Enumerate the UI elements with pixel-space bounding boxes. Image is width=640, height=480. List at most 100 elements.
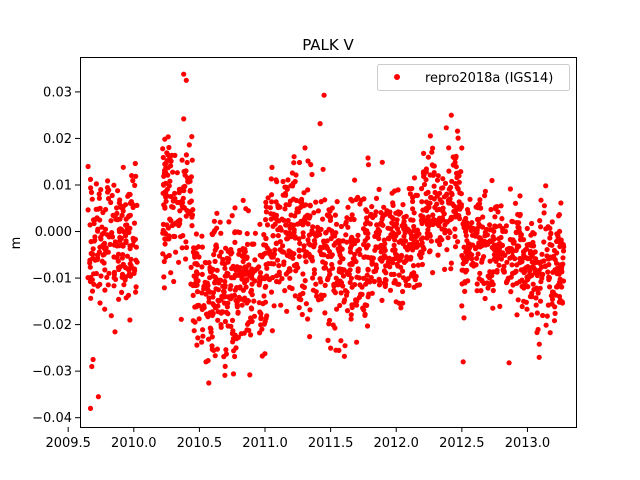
data-point xyxy=(343,219,349,225)
data-point xyxy=(171,233,177,239)
data-point xyxy=(449,191,455,197)
data-point xyxy=(373,268,379,274)
data-point xyxy=(493,224,499,230)
data-point xyxy=(100,209,106,216)
data-point xyxy=(258,315,264,321)
data-point xyxy=(321,240,327,246)
data-point xyxy=(181,116,187,122)
data-point xyxy=(286,248,292,254)
data-point xyxy=(119,271,126,277)
data-point xyxy=(474,288,480,294)
data-point xyxy=(321,292,327,298)
data-point xyxy=(123,265,129,271)
data-point xyxy=(190,207,196,213)
data-point xyxy=(352,177,358,183)
data-point xyxy=(514,262,520,268)
data-point xyxy=(257,252,263,258)
data-point xyxy=(192,254,198,260)
data-point xyxy=(365,242,371,248)
data-point xyxy=(538,197,544,203)
data-point xyxy=(88,185,94,191)
data-point xyxy=(212,353,218,359)
data-point xyxy=(336,238,342,244)
data-point xyxy=(228,246,234,253)
data-point xyxy=(170,198,176,204)
data-point xyxy=(492,214,498,220)
data-point xyxy=(541,239,547,245)
data-point xyxy=(499,216,505,222)
data-point xyxy=(100,252,106,258)
data-point xyxy=(348,312,354,318)
data-point xyxy=(233,297,239,303)
data-point xyxy=(270,254,276,260)
data-point xyxy=(544,247,550,253)
data-point xyxy=(400,202,406,208)
data-point xyxy=(510,237,516,243)
data-point xyxy=(112,329,118,335)
data-point xyxy=(535,290,541,296)
data-point xyxy=(296,221,302,227)
data-point xyxy=(521,270,527,276)
data-point xyxy=(265,195,271,201)
data-point xyxy=(263,204,269,210)
data-point xyxy=(172,190,178,196)
data-point xyxy=(262,299,269,305)
data-point xyxy=(528,232,534,238)
data-point xyxy=(399,223,405,229)
data-point xyxy=(462,288,468,294)
data-point xyxy=(348,216,354,222)
data-point xyxy=(90,356,96,363)
data-point xyxy=(545,302,552,308)
data-point xyxy=(556,212,563,218)
data-point xyxy=(460,261,466,267)
data-point xyxy=(91,281,97,287)
data-point xyxy=(525,284,531,290)
data-point xyxy=(278,302,284,308)
y-tick-label: −0.04 xyxy=(32,411,72,426)
data-point xyxy=(476,235,482,241)
data-point xyxy=(117,216,123,222)
data-point xyxy=(528,312,535,318)
data-point xyxy=(536,341,542,347)
data-point xyxy=(263,217,269,223)
data-point xyxy=(223,347,229,353)
data-point xyxy=(364,215,370,221)
data-point xyxy=(387,287,394,293)
data-point xyxy=(167,178,173,184)
data-point xyxy=(240,197,246,203)
data-point xyxy=(440,176,446,182)
data-point xyxy=(496,245,503,251)
data-point xyxy=(305,237,311,243)
data-point xyxy=(423,166,429,172)
data-point xyxy=(310,275,316,281)
data-point xyxy=(427,133,433,139)
data-point xyxy=(358,291,364,297)
data-point xyxy=(118,235,124,241)
data-point xyxy=(380,245,386,251)
data-point xyxy=(459,303,465,309)
data-point xyxy=(368,275,374,281)
data-point xyxy=(489,279,495,285)
data-point xyxy=(88,295,94,301)
data-point xyxy=(199,244,205,250)
data-point xyxy=(542,263,549,269)
data-point xyxy=(114,255,120,261)
data-point xyxy=(205,283,211,289)
data-point xyxy=(376,228,383,234)
data-point xyxy=(423,191,429,197)
data-point xyxy=(354,339,360,345)
x-tick-label: 2009.5 xyxy=(45,436,91,451)
data-point xyxy=(190,292,196,298)
data-point xyxy=(166,252,172,259)
data-point xyxy=(544,253,550,259)
data-point xyxy=(211,218,217,224)
data-point xyxy=(168,270,174,276)
data-point xyxy=(276,263,282,269)
x-tick-label: 2011.5 xyxy=(308,436,354,451)
data-point xyxy=(305,158,311,164)
data-point xyxy=(207,325,213,331)
data-point xyxy=(534,310,540,316)
data-point xyxy=(364,272,370,278)
data-point xyxy=(317,276,323,282)
data-point xyxy=(361,307,367,313)
